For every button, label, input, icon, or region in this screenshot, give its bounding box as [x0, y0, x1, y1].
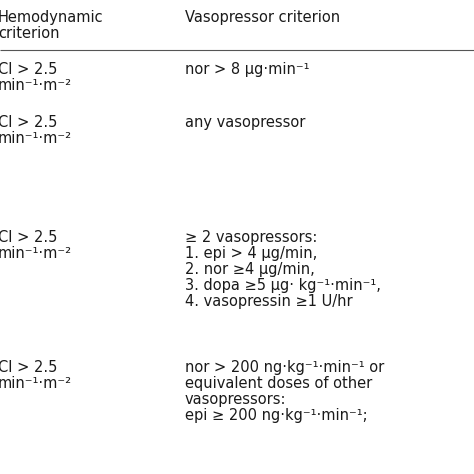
Text: 3. dopa ≥5 μg· kg⁻¹·min⁻¹,: 3. dopa ≥5 μg· kg⁻¹·min⁻¹,: [185, 278, 381, 293]
Text: min⁻¹·m⁻²: min⁻¹·m⁻²: [0, 376, 72, 391]
Text: vasopressors:: vasopressors:: [185, 392, 286, 407]
Text: CI > 2.5: CI > 2.5: [0, 115, 57, 130]
Text: min⁻¹·m⁻²: min⁻¹·m⁻²: [0, 78, 72, 93]
Text: CI > 2.5: CI > 2.5: [0, 360, 57, 375]
Text: min⁻¹·m⁻²: min⁻¹·m⁻²: [0, 246, 72, 261]
Text: criterion: criterion: [0, 26, 60, 41]
Text: epi ≥ 200 ng·kg⁻¹·min⁻¹;: epi ≥ 200 ng·kg⁻¹·min⁻¹;: [185, 408, 368, 423]
Text: ≥ 2 vasopressors:: ≥ 2 vasopressors:: [185, 230, 318, 245]
Text: nor > 8 μg·min⁻¹: nor > 8 μg·min⁻¹: [185, 62, 310, 77]
Text: 4. vasopressin ≥1 U/hr: 4. vasopressin ≥1 U/hr: [185, 294, 353, 309]
Text: Hemodynamic: Hemodynamic: [0, 10, 104, 25]
Text: min⁻¹·m⁻²: min⁻¹·m⁻²: [0, 131, 72, 146]
Text: CI > 2.5: CI > 2.5: [0, 62, 57, 77]
Text: CI > 2.5: CI > 2.5: [0, 230, 57, 245]
Text: 2. nor ≥4 μg/min,: 2. nor ≥4 μg/min,: [185, 262, 315, 277]
Text: Vasopressor criterion: Vasopressor criterion: [185, 10, 340, 25]
Text: nor > 200 ng·kg⁻¹·min⁻¹ or: nor > 200 ng·kg⁻¹·min⁻¹ or: [185, 360, 384, 375]
Text: equivalent doses of other: equivalent doses of other: [185, 376, 372, 391]
Text: 1. epi > 4 μg/min,: 1. epi > 4 μg/min,: [185, 246, 317, 261]
Text: any vasopressor: any vasopressor: [185, 115, 305, 130]
